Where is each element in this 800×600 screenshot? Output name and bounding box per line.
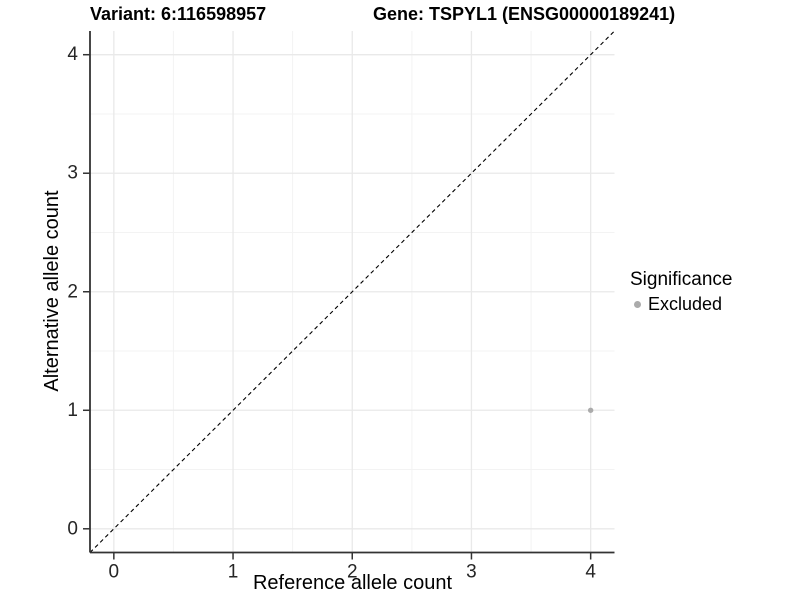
x-axis-title: Reference allele count (252, 572, 452, 594)
x-tick-label: 0 (109, 561, 120, 582)
x-tick-label: 1 (228, 561, 239, 582)
y-tick-label: 2 (67, 281, 78, 302)
gene-title: Gene: TSPYL1 (ENSG00000189241) (373, 4, 676, 24)
legend-title: Significance (630, 269, 733, 290)
identity-dashed-line (89, 30, 615, 553)
y-tick-label: 0 (67, 518, 78, 539)
y-tick-label: 4 (67, 44, 78, 65)
y-tick-label: 3 (67, 163, 78, 184)
x-tick-label: 3 (466, 561, 477, 582)
x-tick-label: 4 (585, 561, 596, 582)
legend: Significance Excluded (630, 269, 732, 314)
legend-item-excluded: Excluded (630, 294, 732, 314)
y-tick-label: 1 (67, 400, 78, 421)
legend-item-label: Excluded (648, 294, 723, 314)
y-axis-title: Alternative allele count (41, 190, 63, 392)
variant-title: Variant: 6:116598957 (90, 4, 267, 24)
x-tick-label: 2 (347, 561, 358, 582)
data-point (587, 407, 594, 413)
excluded-point-icon (634, 300, 641, 308)
